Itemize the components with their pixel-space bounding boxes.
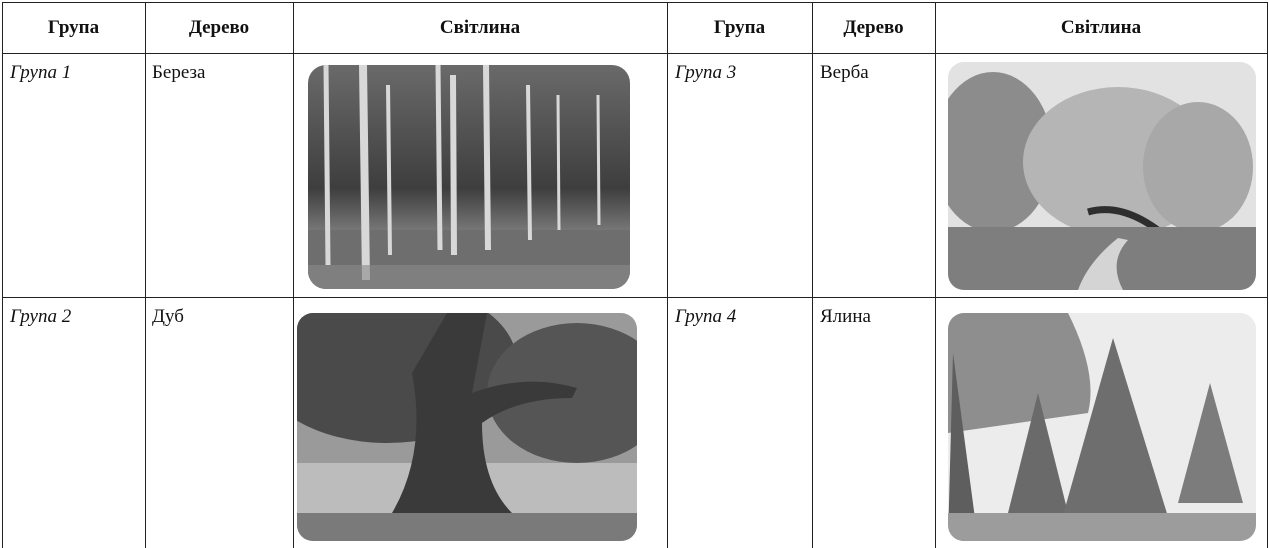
tree-cell: Береза (152, 62, 206, 83)
spruce-photo (948, 313, 1256, 541)
group-cell: Група 2 (10, 306, 72, 327)
tree-cell: Верба (820, 62, 869, 83)
table-border (145, 2, 146, 548)
table-border (2, 2, 1267, 3)
tree-cell: Дуб (152, 306, 184, 327)
willow-photo (948, 62, 1256, 290)
table-border (812, 2, 813, 548)
tree-cell: Ялина (820, 306, 871, 327)
oak-photo (297, 313, 637, 541)
header-cell: Світлина (439, 17, 521, 38)
header-cell: Група (47, 17, 100, 38)
table-border (293, 2, 294, 548)
header-cell: Дерево (843, 17, 904, 38)
header-cell: Дерево (188, 17, 250, 38)
group-cell: Група 3 (675, 62, 737, 83)
table-border (667, 2, 668, 548)
table-border (2, 2, 3, 548)
header-cell: Світлина (1060, 17, 1142, 38)
table-border (2, 53, 1267, 54)
birch-photo (308, 65, 630, 289)
header-cell: Група (713, 17, 766, 38)
table-border (935, 2, 936, 548)
table-border (2, 297, 1267, 298)
table-border (1267, 2, 1268, 548)
group-cell: Група 1 (10, 62, 72, 83)
group-cell: Група 4 (675, 306, 737, 327)
